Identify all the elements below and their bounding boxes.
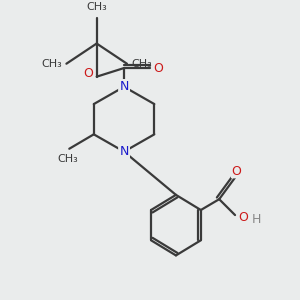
Text: CH₃: CH₃	[58, 154, 78, 164]
Text: O: O	[232, 165, 242, 178]
Text: O: O	[154, 61, 164, 74]
Text: H: H	[252, 213, 261, 226]
Text: O: O	[238, 212, 248, 224]
Text: CH₃: CH₃	[42, 59, 62, 69]
Text: N: N	[119, 145, 129, 158]
Text: N: N	[119, 80, 129, 93]
Text: CH₃: CH₃	[131, 59, 152, 69]
Text: CH₃: CH₃	[86, 2, 107, 13]
Text: O: O	[84, 67, 94, 80]
